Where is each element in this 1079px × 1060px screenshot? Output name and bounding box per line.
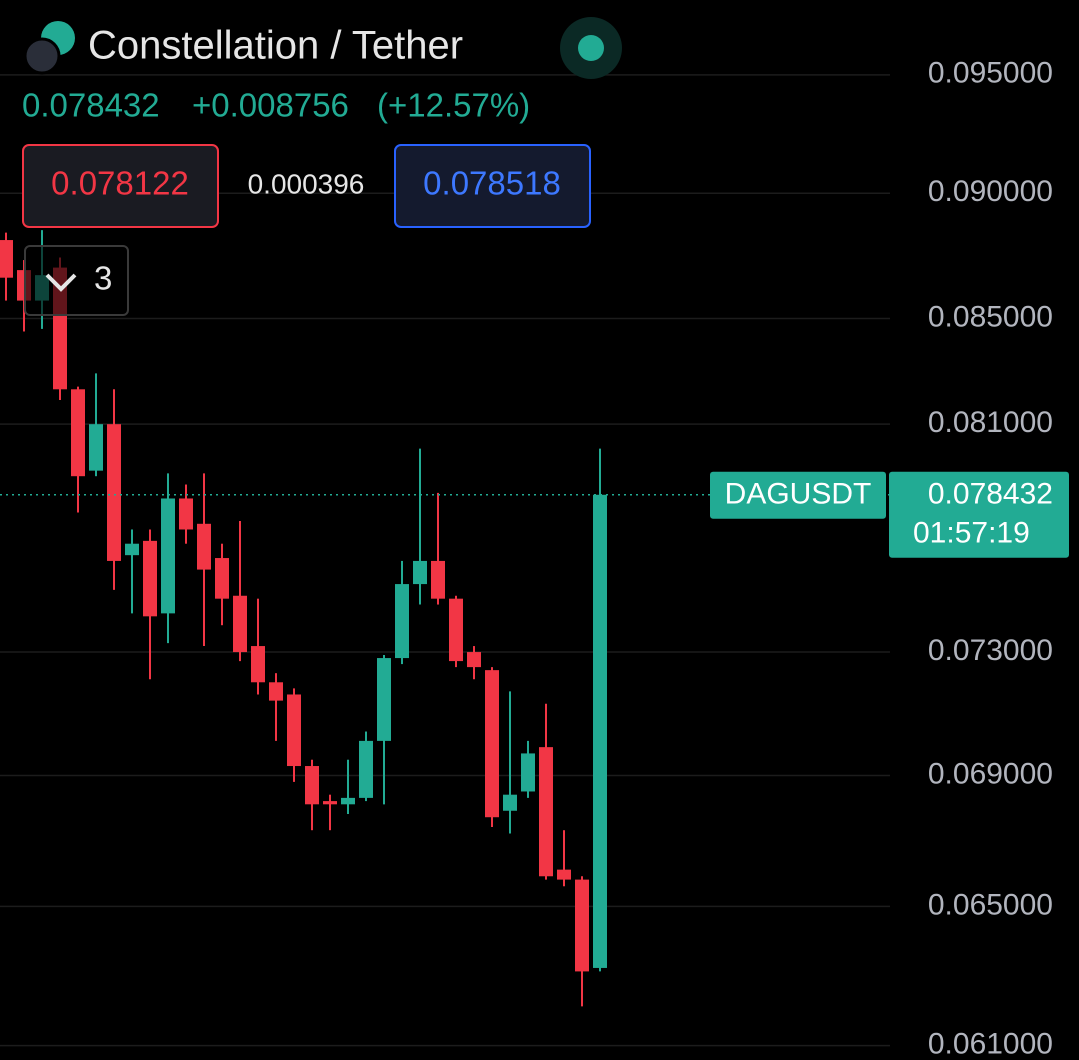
price-label-box — [889, 471, 1069, 558]
status-dot — [578, 35, 604, 61]
candle-body — [593, 494, 607, 968]
y-tick-label: 0.090000 — [928, 175, 1053, 208]
candle-body — [89, 424, 103, 471]
price-change: +0.008756 — [192, 87, 349, 124]
y-tick-label: 0.095000 — [928, 57, 1053, 90]
candle-body — [233, 595, 247, 653]
price-label: 0.078432 — [928, 478, 1053, 511]
y-tick-label: 0.085000 — [928, 300, 1053, 333]
candle-body — [197, 523, 211, 570]
last-price: 0.078432 — [22, 87, 160, 124]
y-tick-label: 0.081000 — [928, 406, 1053, 439]
candle-body — [341, 797, 355, 805]
symbol-label-box — [710, 471, 886, 519]
candle-body — [395, 584, 409, 659]
candle-body — [413, 560, 427, 585]
indicator-count[interactable]: 3 — [94, 260, 112, 297]
candle-body — [449, 598, 463, 662]
bid-price[interactable]: 0.078122 — [51, 165, 189, 202]
chart-title: Constellation / Tether — [88, 24, 463, 68]
candle-body — [107, 424, 121, 561]
candle-body — [359, 740, 373, 798]
y-tick-label: 0.061000 — [928, 1028, 1053, 1060]
spread: 0.000396 — [248, 168, 365, 199]
sell-button[interactable] — [22, 144, 219, 228]
candle-body — [269, 682, 283, 701]
candle-body — [377, 658, 391, 741]
candle-body — [143, 540, 157, 617]
buy-button[interactable] — [394, 144, 591, 228]
price-change-percent: (+12.57%) — [377, 87, 530, 124]
candle-body — [485, 670, 499, 818]
y-tick-label: 0.065000 — [928, 888, 1053, 921]
ask-price[interactable]: 0.078518 — [423, 165, 561, 202]
chevron-icon[interactable] — [45, 273, 77, 292]
candle-body — [539, 747, 553, 877]
candle-body — [575, 879, 589, 972]
base-icon — [23, 37, 61, 75]
candle-body — [467, 652, 481, 668]
candle-body — [251, 646, 265, 683]
candle-body — [125, 543, 139, 556]
y-tick-label: 0.073000 — [928, 634, 1053, 667]
candle-body — [161, 498, 175, 614]
candle-body — [215, 558, 229, 599]
candle-body — [71, 389, 85, 477]
symbol-label: DAGUSDT — [725, 478, 872, 511]
candle-body — [179, 498, 193, 530]
y-tick-label: 0.069000 — [928, 757, 1053, 790]
candle-body — [521, 753, 535, 792]
candle-body — [557, 869, 571, 880]
overlay-layer: Constellation / Tether 0.078432 +0.00875… — [22, 17, 1069, 558]
grid-layer: 0.095000 0.090000 0.085000 0.081000 0.073000… — [0, 57, 1053, 1060]
candle-body — [287, 694, 301, 767]
candle-body — [0, 240, 13, 278]
countdown-label: 01:57:19 — [913, 517, 1030, 550]
candle-body — [305, 766, 319, 805]
indicator-toggle[interactable] — [24, 245, 129, 316]
candle-body — [323, 801, 337, 805]
candle-body — [503, 794, 517, 811]
candle-body — [431, 560, 445, 599]
